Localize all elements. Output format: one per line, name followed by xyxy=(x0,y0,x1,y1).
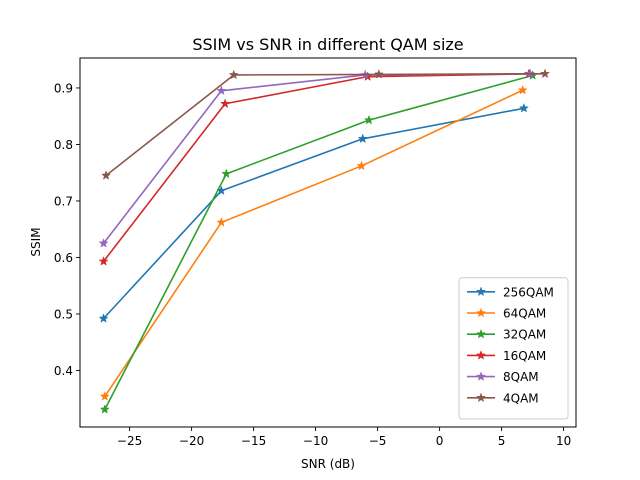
data-point-star xyxy=(221,168,232,179)
data-point-star xyxy=(216,217,227,227)
y-axis-ticks: 0.4 0.5 0.6 0.7 0.8 0.9 xyxy=(54,81,80,378)
x-tick-label: 0 xyxy=(436,434,444,448)
legend-marker xyxy=(475,392,487,403)
data-point-star xyxy=(539,68,551,79)
axes-frame xyxy=(79,57,577,428)
y-axis-label: SSIM xyxy=(29,227,43,256)
y-tick-label: 0.8 xyxy=(54,138,73,152)
series-256QAM xyxy=(98,102,529,323)
legend-label: 256QAM xyxy=(503,285,554,299)
y-tick-label: 0.6 xyxy=(54,251,73,265)
x-tick-label: 10 xyxy=(556,434,571,448)
legend-entry: 4QAM xyxy=(467,391,539,405)
legend-label: 32QAM xyxy=(503,328,546,342)
legend-entry: 256QAM xyxy=(467,285,554,299)
legend-label: 4QAM xyxy=(503,391,539,405)
data-point-star xyxy=(98,313,109,323)
x-tick-label: −10 xyxy=(303,434,328,448)
legend-entry: 8QAM xyxy=(467,370,539,384)
legend-marker xyxy=(475,307,487,318)
legend-entry: 16QAM xyxy=(467,349,546,363)
series-line xyxy=(102,73,529,262)
x-tick-label: 5 xyxy=(498,434,506,448)
series-line xyxy=(102,107,525,320)
chart-title: SSIM vs SNR in different QAM size xyxy=(192,35,463,54)
y-tick-label: 0.7 xyxy=(54,194,73,208)
legend-label: 8QAM xyxy=(503,370,539,384)
series-4QAM xyxy=(100,68,551,180)
legend-entry: 32QAM xyxy=(467,328,546,342)
y-tick-label: 0.4 xyxy=(54,364,73,378)
data-point-star xyxy=(98,238,109,248)
data-point-star xyxy=(100,170,112,180)
data-point-star xyxy=(220,98,231,109)
legend-label: 16QAM xyxy=(503,349,546,363)
series-line xyxy=(104,89,524,397)
data-point-star xyxy=(373,69,384,79)
plot-series-group xyxy=(98,68,551,414)
data-point-star xyxy=(99,391,110,401)
series-line xyxy=(104,74,533,410)
series-64QAM xyxy=(99,84,528,401)
series-line xyxy=(105,73,546,177)
data-point-star xyxy=(356,160,367,171)
x-axis-ticks: −25 −20 −15 −10 −5 0 5 10 xyxy=(117,427,571,448)
legend-marker xyxy=(475,350,487,360)
data-point-star xyxy=(518,102,529,113)
legend-marker xyxy=(475,286,487,297)
x-axis-label: SNR (dB) xyxy=(301,457,355,471)
x-tick-label: −20 xyxy=(179,434,204,448)
data-point-star xyxy=(357,133,368,144)
x-tick-label: −15 xyxy=(241,434,266,448)
x-tick-label: −5 xyxy=(369,434,387,448)
y-tick-label: 0.5 xyxy=(54,307,73,321)
legend-label: 64QAM xyxy=(503,307,546,321)
y-tick-label: 0.9 xyxy=(54,81,73,95)
x-tick-label: −25 xyxy=(117,434,142,448)
legend-marker xyxy=(475,371,487,381)
data-point-star xyxy=(98,256,109,266)
data-point-star xyxy=(363,114,374,125)
legend-marker xyxy=(475,328,487,339)
legend: 256QAM 64QAM 32QAM 16QAM 8QAM 4QAM xyxy=(458,277,569,420)
data-point-star xyxy=(99,404,110,414)
legend-entry: 64QAM xyxy=(467,307,546,321)
data-point-star xyxy=(228,69,239,80)
data-point-star xyxy=(216,85,227,96)
data-point-star xyxy=(517,84,528,95)
